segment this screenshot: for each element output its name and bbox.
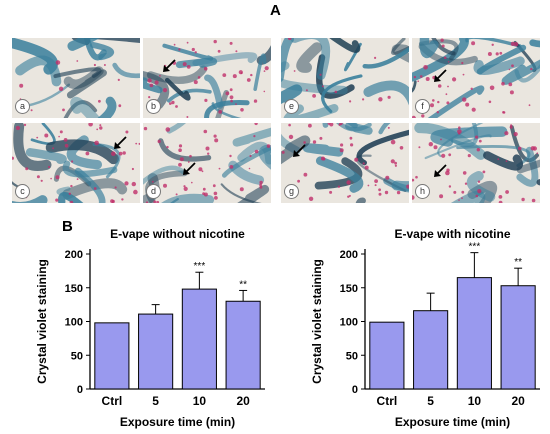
micrograph-c: c: [12, 123, 140, 203]
y-tick-label: 50: [346, 350, 358, 362]
chart-title: E-vape with nicotine: [394, 227, 510, 241]
micrograph-label: d: [146, 184, 161, 199]
x-tick-label: 10: [468, 394, 482, 408]
arrow-icon: [183, 162, 196, 175]
x-axis-label: Exposure time (min): [120, 415, 235, 429]
bar: [369, 321, 405, 390]
micrograph-label: g: [284, 184, 299, 199]
x-tick-label: 5: [427, 394, 434, 408]
chart-without-nicotine: E-vape without nicotine 0 50 100 150 200 Ctrl 5…: [35, 227, 265, 429]
y-axis-label: Crystal violet staining: [35, 259, 49, 384]
panel-b-label: B: [62, 218, 73, 235]
significance-label: **: [514, 257, 522, 268]
bar: [456, 277, 492, 390]
arrow-icon: [163, 59, 176, 72]
bar: [500, 285, 536, 390]
arrow-icon: [293, 144, 306, 157]
micrograph-label: b: [146, 99, 161, 114]
y-tick-label: 100: [65, 317, 83, 329]
bar: [138, 313, 174, 390]
micrograph-b: b: [143, 38, 271, 118]
micrograph-label: f: [415, 99, 430, 114]
micrograph-h: h: [412, 123, 540, 203]
x-tick-label: Ctrl: [377, 394, 398, 408]
y-tick-label: 200: [340, 249, 358, 261]
y-tick-label: 150: [65, 283, 83, 295]
micrograph-label: h: [415, 184, 430, 199]
y-tick-label: 0: [77, 384, 83, 396]
significance-label: ***: [469, 242, 481, 253]
y-axis-label: Crystal violet staining: [310, 259, 324, 384]
panel-a-label: A: [270, 2, 281, 19]
y-tick-label: 150: [340, 283, 358, 295]
bar: [94, 322, 130, 390]
significance-label: ***: [194, 261, 206, 272]
micrograph-f: f: [412, 38, 540, 118]
y-tick-label: 200: [65, 249, 83, 261]
bar: [413, 310, 449, 390]
micrograph-a: a: [12, 38, 140, 118]
arrow-icon: [434, 164, 447, 177]
x-axis-label: Exposure time (min): [395, 415, 510, 429]
micrograph-g: g: [281, 123, 409, 203]
micrograph-e: e: [281, 38, 409, 118]
arrow-icon: [114, 136, 127, 149]
bar: [181, 288, 217, 390]
chart-title: E-vape without nicotine: [110, 227, 245, 241]
x-tick-label: 10: [193, 394, 207, 408]
x-tick-label: 5: [152, 394, 159, 408]
arrow-icon: [434, 69, 447, 82]
x-tick-label: 20: [236, 394, 250, 408]
y-tick-label: 100: [340, 317, 358, 329]
bar: [225, 300, 261, 390]
micrograph-label: a: [15, 99, 30, 114]
micrograph-d: d: [143, 123, 271, 203]
micrograph-label: c: [15, 184, 30, 199]
x-tick-label: Ctrl: [102, 394, 123, 408]
y-tick-label: 0: [352, 384, 358, 396]
micrograph-label: e: [284, 99, 299, 114]
y-tick-label: 50: [71, 350, 83, 362]
x-tick-label: 20: [511, 394, 525, 408]
significance-label: **: [239, 279, 247, 290]
